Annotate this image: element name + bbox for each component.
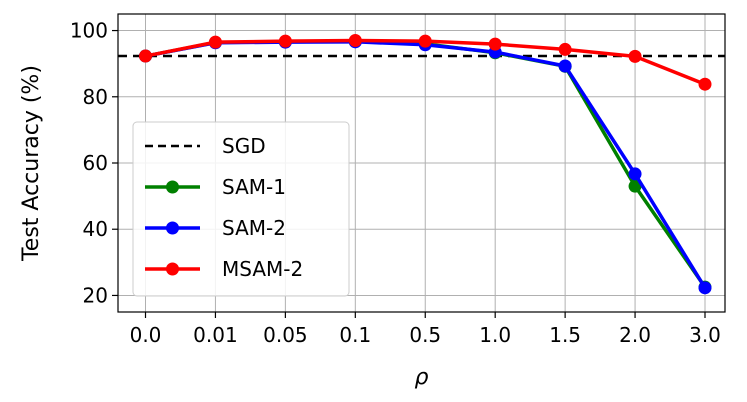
data-point-msam-2 xyxy=(348,33,362,47)
data-point-msam-2 xyxy=(208,35,222,49)
y-tick-label: 100 xyxy=(70,19,108,43)
y-tick-label: 20 xyxy=(83,283,108,307)
y-axis-label: Test Accuracy (%) xyxy=(19,65,44,262)
data-point-msam-2 xyxy=(628,49,642,63)
data-point-msam-2 xyxy=(418,34,432,48)
data-point-sam-2 xyxy=(558,59,572,73)
x-tick-label: 2.0 xyxy=(619,323,651,347)
x-ticks: 0.0 0.01 0.05 0.1 0.5 1.0 1.5 2.0 3.0 xyxy=(130,312,721,347)
legend-sgd-label: SGD xyxy=(222,134,266,158)
data-point-msam-2 xyxy=(558,42,572,56)
y-ticks: 20 40 60 80 100 xyxy=(70,19,118,307)
x-tick-label: 0.1 xyxy=(339,323,371,347)
y-tick-label: 40 xyxy=(83,217,108,241)
legend-sam-1-marker xyxy=(166,180,179,194)
data-point-sam-1 xyxy=(628,179,642,193)
x-tick-label: 3.0 xyxy=(689,323,721,347)
series-layer xyxy=(139,33,712,295)
legend-msam-2-label: MSAM-2 xyxy=(222,257,303,281)
x-tick-label: 0.5 xyxy=(409,323,441,347)
x-tick-label: 1.5 xyxy=(549,323,581,347)
x-tick-label: 0.0 xyxy=(130,323,162,347)
data-point-msam-2 xyxy=(278,34,292,48)
data-point-sam-2 xyxy=(628,167,642,181)
legend-msam-2-marker xyxy=(166,262,179,276)
legend: SGD SAM-1 SAM-2 MSAM-2 xyxy=(132,121,350,297)
data-point-msam-2 xyxy=(488,37,502,51)
data-point-sam-2 xyxy=(698,281,712,295)
data-point-msam-2 xyxy=(698,77,712,91)
y-tick-label: 80 xyxy=(83,85,108,109)
x-axis-label: ρ xyxy=(415,365,429,390)
data-point-msam-2 xyxy=(139,49,152,63)
legend-sam-1-label: SAM-1 xyxy=(222,175,286,199)
series-msam-2 xyxy=(139,33,712,91)
x-tick-label: 0.01 xyxy=(193,323,238,347)
legend-box xyxy=(132,121,350,297)
y-tick-label: 60 xyxy=(83,151,108,175)
legend-sam-2-marker xyxy=(166,221,179,235)
x-tick-label: 1.0 xyxy=(479,323,511,347)
x-tick-label: 0.05 xyxy=(263,323,308,347)
legend-sam-2-label: SAM-2 xyxy=(222,216,286,240)
